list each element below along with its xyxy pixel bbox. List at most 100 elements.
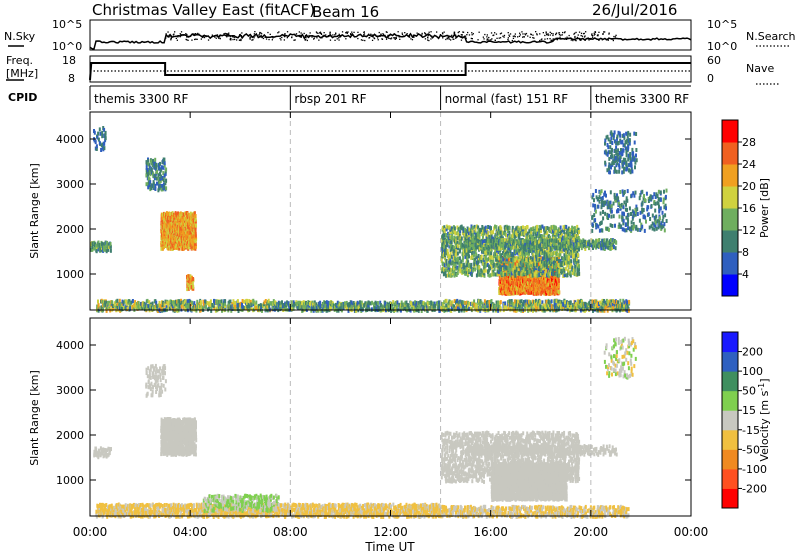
heatmap-cell — [146, 298, 149, 303]
noise-search-point — [594, 33, 596, 35]
heatmap-cell — [131, 299, 134, 303]
heatmap-cell — [160, 246, 163, 251]
noise-search-point — [332, 34, 334, 36]
heatmap-cell — [470, 272, 473, 277]
heatmap-cell — [360, 307, 362, 312]
noise-search-point — [591, 34, 593, 36]
heatmap-cell — [148, 306, 151, 311]
heatmap-cell — [142, 305, 145, 310]
heatmap-cell — [336, 300, 339, 305]
noise-search-point — [325, 34, 327, 36]
heatmap-cell — [550, 299, 553, 304]
heatmap-cell — [619, 298, 622, 303]
heatmap-cell — [135, 302, 138, 307]
heatmap-cell — [196, 305, 199, 310]
noise-search-point — [303, 32, 305, 35]
heatmap-cell — [115, 299, 118, 304]
noise-search-point — [583, 36, 586, 38]
noise-search-point — [604, 31, 606, 33]
noise-search-point — [603, 31, 605, 33]
noise-search-point — [350, 33, 352, 35]
noise-search-point — [284, 34, 286, 36]
heatmap-cell — [452, 245, 455, 250]
noise-search-point — [511, 39, 513, 42]
noise-search-point — [393, 37, 395, 39]
noise-search-point — [382, 33, 384, 35]
noise-search-point — [594, 31, 597, 33]
heatmap-cell — [292, 303, 295, 308]
cpid-segment-label: rbsp 201 RF — [294, 92, 366, 106]
heatmap-cell — [234, 304, 237, 309]
heatmap-cell — [524, 303, 527, 307]
heatmap-cell — [534, 303, 537, 308]
noise-search-point — [282, 34, 284, 37]
noise-search-point — [241, 36, 243, 38]
heatmap-cell — [355, 305, 358, 310]
noise-search-point — [462, 31, 464, 33]
heatmap-cell — [512, 303, 515, 307]
noise-search-point — [225, 33, 227, 35]
noise-search-point — [490, 39, 492, 41]
noise-search-point — [521, 31, 523, 33]
heatmap-cell — [364, 301, 367, 306]
heatmap-cell — [346, 305, 349, 310]
heatmap-cell — [295, 301, 298, 306]
heatmap-cell — [508, 299, 511, 304]
heatmap-cell — [305, 300, 307, 305]
noise-search-point — [202, 36, 204, 39]
heatmap-cell — [101, 300, 104, 304]
heatmap-cell — [213, 299, 216, 304]
noise-search-point — [323, 34, 325, 36]
noise-search-point — [167, 31, 169, 33]
heatmap-cell — [542, 306, 545, 310]
noise-search-point — [182, 34, 185, 36]
heatmap-cell — [162, 219, 165, 224]
noise-search-point — [441, 32, 444, 34]
noise-search-point — [305, 34, 308, 36]
plot-title: Christmas Valley East (fitACF) — [92, 1, 315, 19]
heatmap-cell — [474, 267, 477, 272]
noise-search-point — [519, 34, 521, 36]
heatmap-cell — [243, 299, 246, 304]
heatmap-cell — [236, 302, 239, 307]
heatmap-cell — [165, 305, 168, 310]
noise-search-point — [205, 35, 207, 37]
noise-search-point — [564, 31, 566, 33]
noise-search-point — [211, 34, 213, 36]
heatmap-cell — [510, 299, 513, 303]
noise-search-point — [443, 31, 445, 33]
heatmap-cell — [516, 299, 519, 304]
noise-search-point — [338, 39, 340, 41]
noise-search-point — [219, 36, 221, 38]
heatmap-cell — [445, 306, 447, 311]
noise-search-point — [395, 37, 397, 40]
noise-search-point — [387, 34, 389, 36]
heatmap-cell — [437, 305, 440, 310]
heatmap-cell — [571, 305, 574, 310]
noise-search-point — [173, 33, 175, 35]
heatmap-cell — [401, 303, 404, 308]
noise-left-tick-top: 10^5 — [52, 18, 82, 31]
heatmap-cell — [471, 225, 474, 230]
heatmap-cell — [530, 304, 533, 308]
noise-search-point — [588, 39, 590, 41]
heatmap-cell — [416, 301, 418, 306]
heatmap-cell — [334, 307, 337, 311]
noise-search-point — [232, 38, 234, 41]
heatmap-cell — [505, 307, 508, 311]
noise-search-point — [508, 34, 510, 36]
noise-search-point — [530, 33, 532, 36]
noise-search-point — [249, 38, 251, 40]
noise-search-point — [494, 32, 496, 34]
heatmap-cell — [97, 308, 100, 313]
heatmap-cell — [96, 307, 98, 312]
noise-search-point — [351, 31, 353, 33]
freq-line — [89, 62, 691, 81]
noise-search-point — [555, 33, 557, 36]
heatmap-cell — [205, 305, 208, 309]
heatmap-cell — [224, 299, 227, 304]
noise-search-point — [566, 38, 568, 40]
heatmap-cell — [465, 300, 468, 305]
heatmap-cell — [480, 300, 483, 305]
noise-search-point — [317, 32, 319, 34]
